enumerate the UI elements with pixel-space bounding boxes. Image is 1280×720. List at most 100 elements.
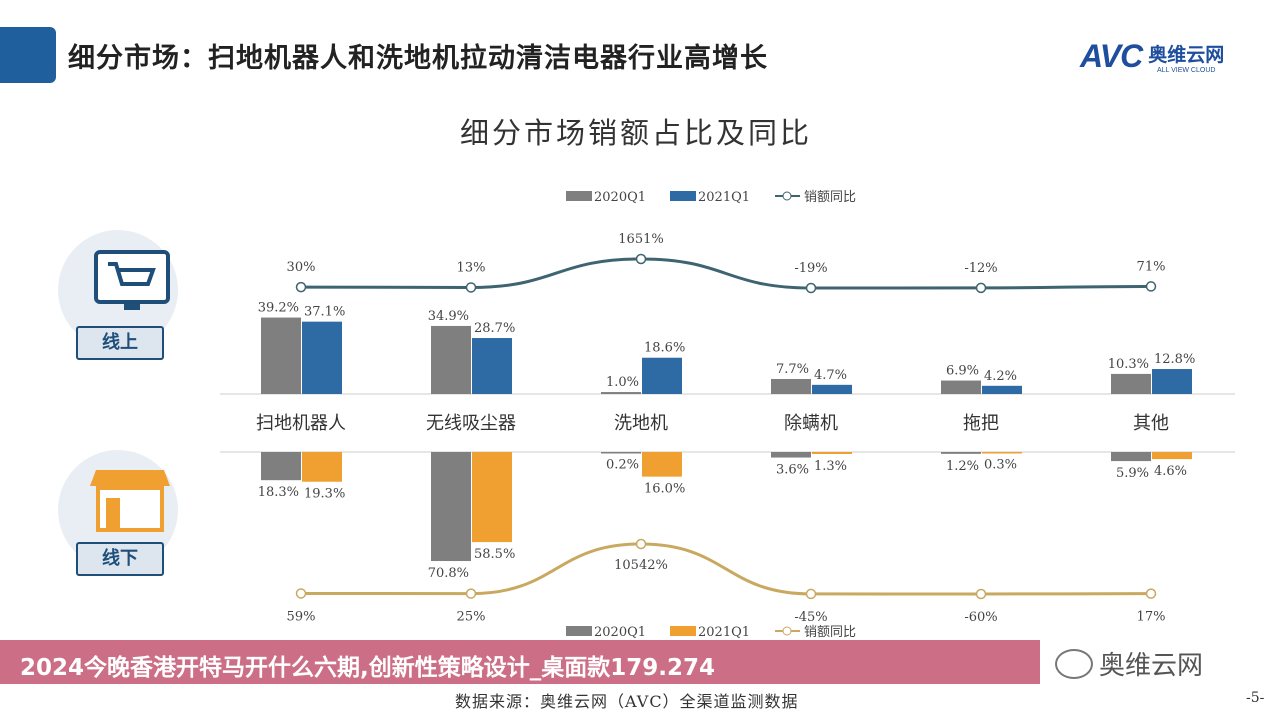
data-label: 34.9% — [428, 309, 469, 324]
category-label: 无线吸尘器 — [426, 413, 516, 434]
legend-marker — [782, 191, 792, 201]
category-label: 其他 — [1133, 413, 1169, 434]
data-label: 5.9% — [1116, 466, 1149, 481]
bar-offline-2020Q1 — [771, 452, 811, 458]
category-label: 扫地机器人 — [256, 413, 346, 434]
data-label: 39.2% — [258, 301, 299, 316]
data-label: 70.8% — [428, 566, 469, 581]
bar-offline-2020Q1 — [431, 452, 471, 562]
yoy-label: -45% — [794, 610, 827, 625]
data-label: 28.7% — [474, 321, 515, 336]
legend-swatch — [566, 191, 592, 201]
bar-online-2020Q1 — [431, 325, 471, 394]
online-label: 线上 — [76, 326, 164, 360]
bar-offline-2020Q1 — [601, 452, 641, 454]
offline-channel-badge: 线下 — [58, 450, 178, 576]
bar-offline-2021Q1 — [642, 452, 682, 477]
yoy-point — [465, 588, 477, 599]
legend-label: 2020Q1 — [594, 625, 646, 640]
yoy-label: 1651% — [618, 232, 663, 247]
wechat-text: 奥维云网 — [1099, 651, 1204, 681]
data-label: 4.6% — [1154, 464, 1187, 479]
yoy-label: 10542% — [614, 558, 668, 573]
yoy-label: 25% — [457, 610, 486, 625]
yoy-line-online — [300, 257, 1152, 290]
yoy-point — [635, 253, 647, 265]
yoy-point — [805, 588, 817, 600]
yoy-point — [975, 282, 987, 294]
bar-online-2021Q1 — [1152, 369, 1192, 394]
data-label: 10.3% — [1108, 357, 1149, 372]
page-number: -5- — [1246, 690, 1265, 706]
yoy-point — [295, 281, 307, 293]
bar-offline-2020Q1 — [261, 452, 301, 481]
yoy-label: -19% — [794, 261, 827, 276]
yoy-line-offline — [300, 542, 1152, 596]
yoy-point — [1145, 281, 1157, 292]
bar-offline-2021Q1 — [812, 452, 852, 455]
data-label: 18.6% — [644, 341, 685, 356]
overlay-banner: 2024今晚香港开特马开什么六期,创新性策略设计_桌面款179.274 — [0, 640, 1040, 684]
bar-offline-2021Q1 — [302, 452, 342, 482]
bar-online-2021Q1 — [642, 357, 682, 394]
yoy-point — [635, 538, 647, 550]
header-accent — [0, 27, 56, 83]
data-label: 1.3% — [814, 459, 847, 474]
bar-offline-2021Q1 — [1152, 452, 1192, 460]
legend-label: 销额同比 — [804, 625, 856, 640]
chart-title: 细分市场销额占比及同比 — [459, 116, 812, 150]
data-label: 7.7% — [776, 362, 809, 377]
bar-online-2021Q1 — [472, 338, 512, 394]
logo-en-text: ALL VIEW CLOUD — [1156, 66, 1216, 74]
legend-label: 2020Q1 — [594, 190, 646, 205]
bar-online-2020Q1 — [261, 317, 301, 394]
legend-label: 销额同比 — [804, 190, 856, 205]
yoy-label: -60% — [964, 610, 997, 625]
yoy-label: -12% — [964, 261, 997, 276]
data-label: 0.2% — [606, 457, 639, 472]
bar-offline-2020Q1 — [1111, 452, 1151, 462]
yoy-label: 30% — [287, 260, 316, 275]
data-label: 58.5% — [474, 547, 515, 562]
bar-online-2021Q1 — [302, 321, 342, 394]
data-label: 4.7% — [814, 368, 847, 383]
data-label: 18.3% — [258, 485, 299, 500]
computer-cart-icon — [94, 250, 170, 310]
yoy-label: 17% — [1137, 610, 1166, 625]
legend-label: 2021Q1 — [698, 625, 750, 640]
category-label: 拖把 — [963, 413, 999, 434]
bar-online-2020Q1 — [1111, 373, 1151, 394]
data-label: 37.1% — [304, 305, 345, 320]
offline-label: 线下 — [76, 542, 164, 576]
data-label: 0.3% — [984, 457, 1017, 472]
logo-cn-text: 奥维云网 — [1148, 43, 1225, 66]
data-label: 3.6% — [776, 463, 809, 478]
yoy-label: 13% — [457, 260, 486, 275]
yoy-label: 71% — [1137, 259, 1166, 274]
legend-label: 2021Q1 — [698, 190, 750, 205]
legend-marker — [782, 626, 792, 636]
category-label: 除螨机 — [784, 413, 838, 434]
page-title: 细分市场：扫地机器人和洗地机拉动清洁电器行业高增长 — [68, 43, 768, 74]
data-source: 数据来源：奥维云网（AVC）全渠道监测数据 — [455, 692, 799, 711]
legend-swatch — [670, 191, 696, 201]
yoy-point — [465, 282, 477, 293]
banner-text: 2024今晚香港开特马开什么六期,创新性策略设计_桌面款179.274 — [20, 655, 716, 681]
online-channel-badge: 线上 — [58, 230, 178, 360]
bar-online-2021Q1 — [812, 384, 852, 394]
bar-offline-2020Q1 — [941, 452, 981, 454]
bar-online-2020Q1 — [941, 380, 981, 394]
legend-swatch — [566, 626, 592, 636]
yoy-point — [295, 588, 307, 599]
avc-logo: AVC 奥维云网 ALL VIEW CLOUD — [1080, 38, 1224, 75]
category-label: 洗地机 — [614, 413, 668, 434]
data-label: 1.0% — [606, 375, 639, 390]
wechat-watermark: 奥维云网 — [1055, 645, 1203, 682]
legend-swatch — [670, 626, 696, 636]
data-label: 4.2% — [984, 369, 1017, 384]
bar-offline-2021Q1 — [472, 452, 512, 543]
bar-online-2021Q1 — [982, 385, 1022, 394]
wechat-icon — [1055, 648, 1093, 679]
data-label: 6.9% — [946, 364, 979, 379]
